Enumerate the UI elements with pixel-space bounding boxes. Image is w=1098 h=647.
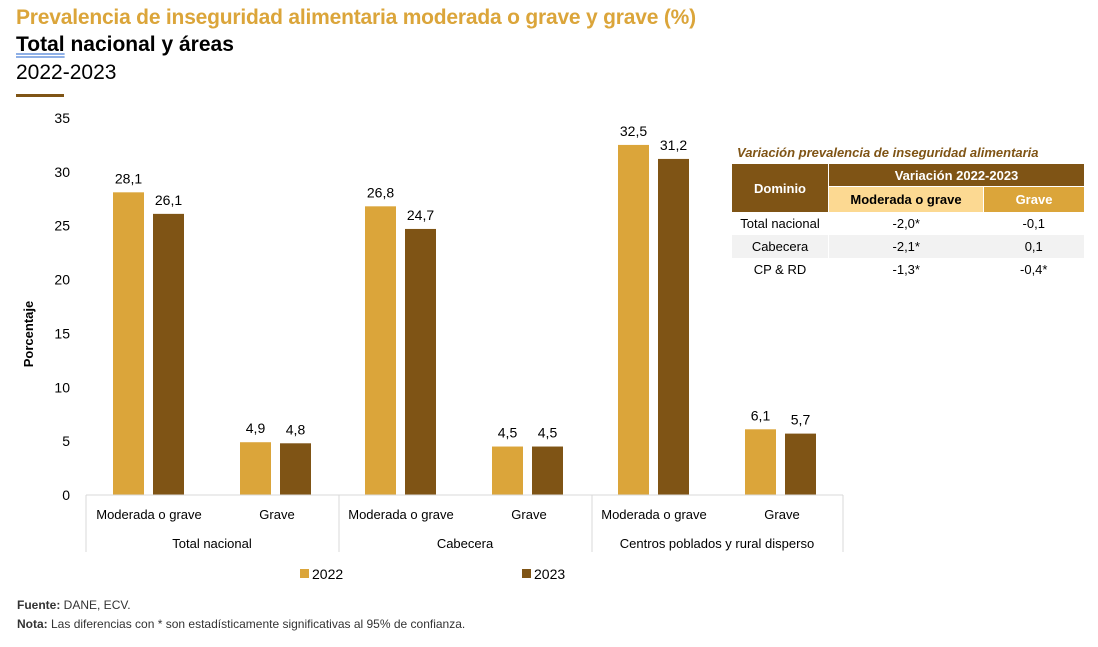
bar-2023-4 [658, 158, 689, 495]
y-tick-label: 30 [54, 164, 70, 180]
data-label: 28,1 [115, 170, 142, 186]
data-label: 4,5 [498, 425, 518, 441]
row-moderada: -1,3* [892, 262, 920, 277]
source-text: DANE, ECV. [60, 598, 131, 612]
y-tick-label: 25 [54, 218, 70, 234]
row-grave: 0,1 [983, 235, 1084, 258]
data-label: 24,7 [407, 207, 434, 223]
y-tick-label: 35 [54, 110, 70, 126]
col-header-variation: Variación 2022-2023 [828, 164, 1084, 188]
subtitle-rest: nacional y áreas [64, 33, 234, 56]
table-row: Total nacional -2,0* -0,1 [732, 212, 1084, 235]
row-grave: -0,4* [1020, 262, 1048, 277]
row-domain: Total nacional [732, 212, 829, 235]
chart-subtitle: Total nacional y áreas [16, 33, 234, 57]
row-domain: Cabecera [732, 235, 829, 258]
bar-2022-4 [618, 144, 649, 495]
data-label: 4,8 [286, 421, 306, 437]
col-header-domain: Dominio [732, 164, 829, 212]
row-moderada: -2,1* [828, 235, 984, 258]
x-tick-label: Moderada o grave [601, 507, 707, 522]
source-label: Fuente: [17, 598, 61, 612]
y-tick-label: 5 [62, 433, 70, 449]
x-tick-label: Grave [511, 507, 546, 522]
significance-note: Nota: Las diferencias con * son estadíst… [17, 617, 465, 631]
data-label: 32,5 [620, 123, 647, 139]
variation-table-title: Variación prevalencia de inseguridad ali… [737, 145, 1039, 160]
legend-swatch-2023 [522, 569, 531, 578]
x-tick-label: Moderada o grave [348, 507, 454, 522]
chart-years: 2022-2023 [16, 61, 117, 84]
legend: 2022 2023 [300, 566, 565, 582]
title-underline-rule [16, 94, 64, 97]
subtitle-first-word: Total [16, 33, 65, 56]
y-tick-label: 10 [54, 379, 70, 395]
bar-2023-0 [153, 213, 184, 495]
bar-2022-2 [365, 206, 396, 495]
x-group-label: Cabecera [437, 536, 494, 551]
y-axis: 0 5 10 15 20 25 30 35 [54, 110, 70, 503]
data-label: 26,8 [367, 184, 394, 200]
source-note: Fuente: DANE, ECV. [17, 598, 131, 612]
y-axis-label: Porcentaje [21, 301, 36, 367]
x-tick-label: Grave [259, 507, 294, 522]
bar-2022-5 [745, 429, 776, 495]
x-group-label: Total nacional [172, 536, 252, 551]
table-row: Cabecera -2,1* 0,1 [732, 235, 1084, 258]
x-tick-label: Grave [764, 507, 799, 522]
row-grave: -0,1 [1022, 216, 1045, 231]
bar-chart: 0 5 10 15 20 25 30 35 Porcentaje 28,1 26,1 4,9 4,8… [21, 110, 844, 582]
bar-2023-1 [280, 443, 311, 495]
note-label: Nota: [17, 617, 48, 631]
variation-table: Dominio Variación 2022-2023 Moderada o g… [732, 164, 1084, 281]
bars: 28,1 26,1 4,9 4,8 26,8 24,7 4,5 4,5 32,5 31,2 6,1 5… [113, 123, 816, 495]
legend-label: 2022 [312, 566, 343, 582]
data-label: 26,1 [155, 192, 182, 208]
note-text: Las diferencias con * son estadísticamen… [47, 617, 466, 631]
table-row: CP & RD -1,3* -0,4* [732, 258, 1084, 281]
legend-swatch-2022 [300, 569, 309, 578]
col-header-moderada: Moderada o grave [828, 186, 984, 212]
chart-title: Prevalencia de inseguridad alimentaria m… [16, 6, 696, 29]
data-label: 4,5 [538, 425, 558, 441]
col-header-grave: Grave [983, 186, 1084, 212]
bar-2023-2 [405, 228, 436, 495]
data-label: 5,7 [791, 412, 811, 428]
bar-2022-1 [240, 442, 271, 495]
bar-2022-3 [492, 446, 523, 495]
x-group-label: Centros poblados y rural disperso [620, 536, 814, 551]
row-domain: CP & RD [732, 258, 829, 281]
data-label: 4,9 [246, 420, 266, 436]
x-axis: Moderada o grave Grave Moderada o grave Gra… [85, 494, 844, 552]
y-tick-label: 0 [62, 487, 70, 503]
y-tick-label: 20 [54, 272, 70, 288]
data-label: 6,1 [751, 407, 771, 423]
y-tick-label: 15 [54, 325, 70, 341]
bar-2022-0 [113, 192, 144, 495]
bar-2023-5 [785, 433, 816, 495]
data-label: 31,2 [660, 137, 687, 153]
row-moderada: -2,0* [892, 216, 920, 231]
legend-label: 2023 [534, 566, 565, 582]
bar-2023-3 [532, 446, 563, 495]
x-tick-label: Moderada o grave [96, 507, 202, 522]
